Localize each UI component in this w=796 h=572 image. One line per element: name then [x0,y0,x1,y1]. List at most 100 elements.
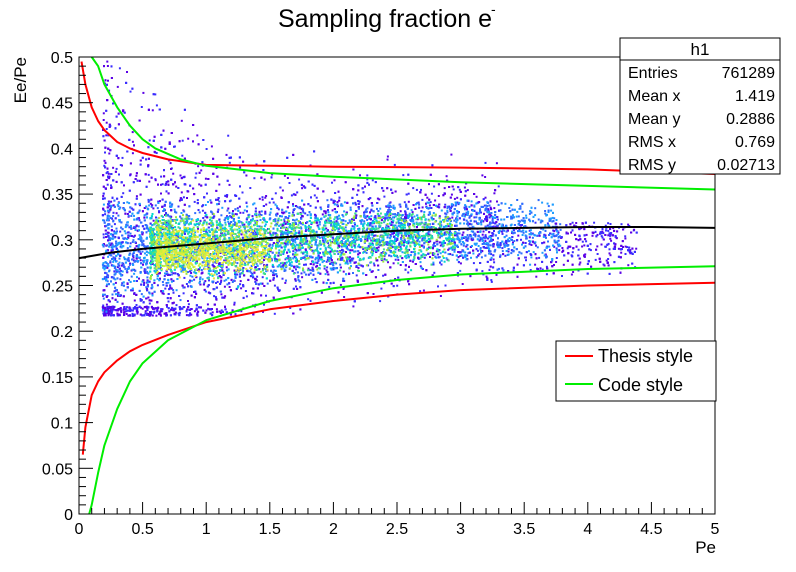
density-cell [427,213,430,216]
density-cell [476,230,479,233]
density-cell [107,255,110,258]
density-cell [491,217,494,220]
density-cell [202,283,205,286]
density-cell [626,246,628,249]
density-cell [627,223,630,226]
density-cell [541,251,544,254]
density-cell [112,257,115,260]
density-cell [327,205,330,208]
density-cell [105,303,108,306]
density-cell [119,308,122,311]
density-cell [313,194,316,197]
density-cell [463,206,466,209]
density-cell [159,314,162,317]
density-cell [104,314,107,317]
density-cell [168,142,171,145]
density-cell [110,229,113,232]
density-cell [604,245,607,248]
density-cell [383,282,386,285]
density-cell [173,312,176,315]
density-cell [273,312,276,315]
density-cell [183,183,186,186]
density-cell [131,140,134,143]
density-cell [369,222,372,225]
density-cell [605,229,608,232]
density-cell [613,242,616,245]
density-cell [339,266,342,269]
density-cell [557,239,560,242]
density-cell [185,314,188,317]
density-cell [366,249,368,251]
density-cell [254,278,257,281]
density-cell [459,269,462,272]
density-cell [253,177,256,180]
density-cell [154,178,157,181]
density-cell [159,200,161,203]
density-cell [112,204,115,207]
density-cell [197,209,200,211]
density-cell [115,167,118,170]
density-cell [135,224,138,227]
density-cell [436,205,439,208]
density-cell [292,287,295,290]
density-cell [579,238,582,241]
density-cell [332,199,335,202]
density-cell [577,269,580,272]
density-cell [253,271,256,274]
density-cell [528,243,531,246]
density-cell [586,244,589,247]
density-cell [158,313,161,316]
density-cell [276,212,279,215]
density-cell [204,215,207,218]
density-cell [292,250,295,253]
density-cell [458,188,461,191]
density-cell [221,269,224,272]
density-cell [150,176,153,179]
density-cell [117,123,120,126]
density-cell [614,236,617,238]
density-cell [422,289,425,292]
density-cell [107,79,109,82]
density-cell [141,233,144,236]
density-cell [357,202,360,205]
density-cell [312,268,315,271]
density-cell [319,206,322,209]
density-cell [293,255,296,258]
density-cell [215,286,218,289]
density-cell [425,205,428,208]
density-cell [110,264,113,267]
density-cell [428,246,430,249]
density-cell [473,216,476,219]
density-cell [183,108,186,111]
density-cell [135,310,138,313]
density-cell [398,242,401,244]
density-cell [113,223,116,226]
density-cell [105,128,108,130]
density-cell [484,176,487,178]
density-cell [348,272,351,275]
density-cell [541,260,544,263]
density-cell [149,314,151,317]
density-cell [129,173,132,176]
density-cell [566,259,569,262]
density-cell [120,181,123,184]
density-cell [580,227,583,230]
density-cell [180,198,183,201]
density-cell [549,248,551,251]
density-cell [349,249,352,252]
density-cell [488,268,491,271]
density-cell [150,260,152,263]
density-cell [600,243,603,246]
density-cell [291,239,293,242]
density-cell [337,253,340,255]
density-cell [431,274,434,277]
density-cell [470,214,473,217]
density-cell [179,308,182,311]
density-cell [187,285,189,288]
density-cell [414,207,417,210]
density-cell [169,297,172,300]
density-cell [478,217,481,220]
density-cell [165,212,167,215]
density-cell [429,256,431,258]
density-cell [197,143,200,146]
